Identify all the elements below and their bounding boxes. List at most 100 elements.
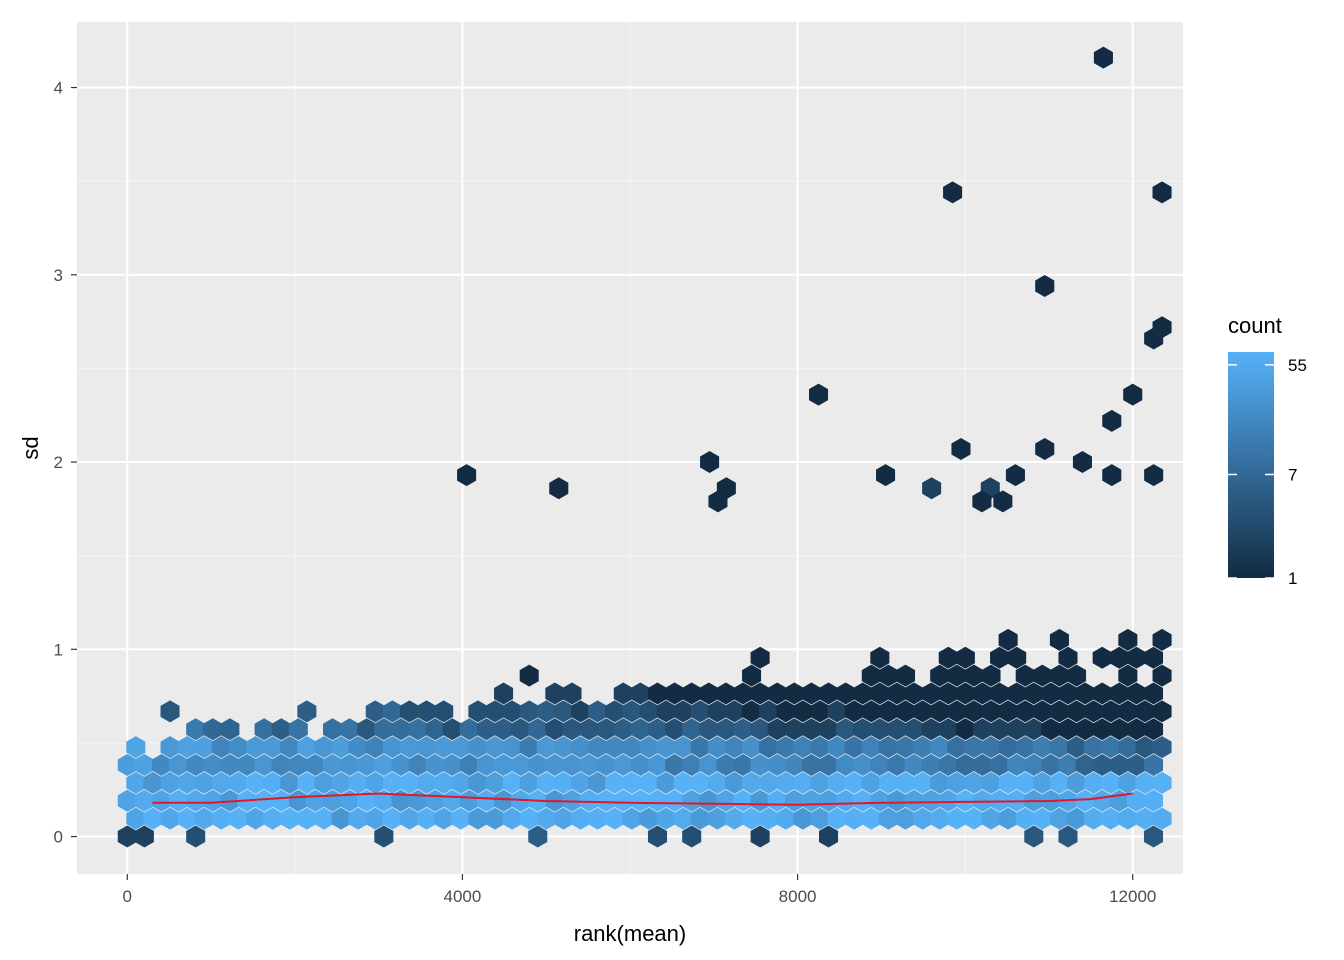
hex-bin (665, 754, 685, 777)
hex-bin (1126, 682, 1146, 705)
hex-bin (365, 771, 385, 794)
hex-bin (545, 754, 565, 777)
hex-bin (117, 789, 137, 812)
hex-bin (844, 807, 864, 830)
hex-bin (647, 754, 668, 777)
hex-bin (468, 771, 488, 794)
hex-bin (622, 807, 642, 830)
hex-bin (254, 718, 274, 741)
hex-bin (750, 718, 770, 741)
hex-bin (391, 754, 411, 777)
hex-bin (836, 789, 856, 812)
hex-bin (870, 682, 890, 705)
hex-bin (169, 789, 189, 812)
hex-bin (998, 807, 1018, 830)
hex-bin (1152, 628, 1172, 651)
hex-bin (143, 771, 163, 794)
hex-bin (374, 754, 394, 777)
hex-bin (322, 754, 343, 777)
hex-bin (733, 789, 753, 812)
hex-bin (399, 807, 420, 830)
hex-bin (331, 807, 351, 830)
hex-bin (793, 771, 813, 794)
hex-bin (742, 664, 762, 687)
hex-bin (1058, 718, 1078, 741)
hex-bin (827, 771, 847, 794)
hex-bin (374, 789, 394, 812)
hex-bin (870, 754, 890, 777)
hex-bin (938, 718, 958, 741)
hex-bin (870, 646, 890, 669)
hex-bin (246, 771, 266, 794)
hex-bin (990, 718, 1010, 741)
hex-bin (382, 807, 402, 830)
hex-bin (211, 736, 231, 759)
hex-bin (673, 771, 693, 794)
hex-bin (1101, 807, 1121, 830)
hex-bin (613, 682, 633, 705)
hex-bin (716, 789, 736, 812)
hex-bin (485, 700, 505, 723)
y-tick-label: 1 (54, 640, 63, 659)
hex-bin (348, 807, 368, 830)
hex-bin (656, 807, 676, 830)
hex-bin (930, 807, 950, 830)
hex-bin (750, 789, 770, 812)
hex-bin (904, 789, 924, 812)
hex-bin (511, 754, 531, 777)
hex-bin (1041, 682, 1061, 705)
hex-bin (553, 807, 573, 830)
hex-bin (151, 789, 172, 812)
hex-bin (801, 754, 821, 777)
hex-bin (1049, 807, 1069, 830)
hex-bin (938, 646, 958, 669)
hex-bin (647, 789, 668, 812)
hex-bin (776, 807, 796, 830)
hex-bin (1084, 700, 1104, 723)
hex-bin (716, 682, 736, 705)
hex-bin (1075, 682, 1095, 705)
hex-bin (716, 718, 736, 741)
hex-bin (887, 682, 907, 705)
hex-bin (297, 807, 317, 830)
hex-bin (476, 754, 496, 777)
hex-bin (425, 718, 445, 741)
hex-bin (853, 754, 873, 777)
hex-bin (947, 664, 967, 687)
hex-bin (357, 754, 377, 777)
hex-bin (485, 807, 505, 830)
hex-bin (639, 700, 659, 723)
hex-bin (613, 789, 633, 812)
x-tick-label: 4000 (444, 887, 482, 906)
hex-bin (1058, 682, 1078, 705)
outlier-hexbin-layer (457, 46, 1172, 513)
hex-bin (793, 807, 813, 830)
hex-bin (1067, 807, 1087, 830)
hex-bin (1024, 754, 1044, 777)
hex-bin (134, 789, 154, 812)
hex-bin (921, 718, 941, 741)
hex-bin (605, 736, 625, 759)
hex-bin (228, 807, 248, 830)
hex-bin-outlier (1102, 409, 1122, 432)
hex-bin (1041, 718, 1061, 741)
hex-bin (673, 807, 693, 830)
hex-bin (588, 700, 608, 723)
hex-bin (1126, 646, 1146, 669)
hex-bin (1152, 700, 1172, 723)
hex-bin (194, 736, 214, 759)
hex-bin (1135, 700, 1155, 723)
hex-bin (459, 718, 479, 741)
hex-bin (562, 682, 582, 705)
hex-bin-outlier (549, 477, 569, 500)
hex-bin (913, 807, 933, 830)
hex-bin (750, 682, 770, 705)
hex-bin (1024, 825, 1044, 848)
hex-bin (1152, 664, 1172, 687)
hex-bin (938, 682, 958, 705)
hex-bin (1041, 754, 1061, 777)
hex-bin (160, 736, 180, 759)
hex-bin (819, 718, 839, 741)
hex-bin (1143, 825, 1164, 848)
